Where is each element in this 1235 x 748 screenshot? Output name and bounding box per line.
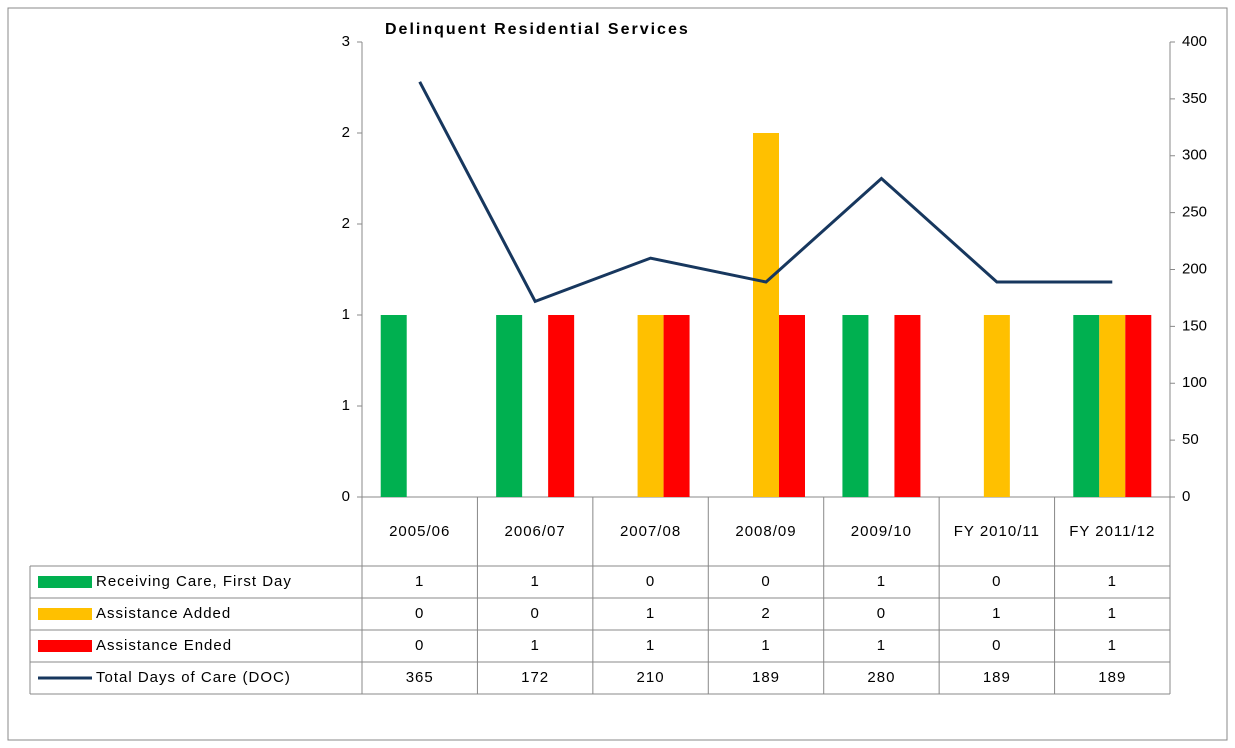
table-value: 189 <box>1098 669 1126 686</box>
x-tick-label: FY 2010/11 <box>953 522 1040 540</box>
x-tick-label-box: 2007/08 <box>619 522 682 540</box>
table-value: 0 <box>877 605 886 622</box>
bar <box>1125 315 1152 497</box>
table-value: 1 <box>877 637 886 654</box>
table-value: 189 <box>983 669 1011 686</box>
table-value: 0 <box>992 573 1001 590</box>
x-tick-label-box: FY 2010/11 <box>953 522 1040 540</box>
legend-label: Assistance Ended <box>96 637 232 654</box>
table-value: 172 <box>521 669 549 686</box>
table-value: 0 <box>530 605 539 622</box>
bar <box>779 315 805 497</box>
y2-tick-label: 400 <box>1182 33 1207 50</box>
y2-tick-label: 200 <box>1182 260 1207 277</box>
bar <box>637 315 664 497</box>
table-value: 1 <box>877 573 886 590</box>
x-tick-label-box: FY 2011/12 <box>1069 522 1156 540</box>
table-value: 1 <box>992 605 1001 622</box>
legend-label: Total Days of Care (DOC) <box>96 669 291 686</box>
table-value: 0 <box>415 605 424 622</box>
y-tick-label: 0 <box>342 488 350 505</box>
table-value: 1 <box>761 637 770 654</box>
bar <box>663 315 690 497</box>
x-tick-label: 2008/09 <box>735 522 797 540</box>
table-value: 1 <box>646 637 655 654</box>
table-value: 1 <box>1108 573 1117 590</box>
x-tick-label-box: 2006/07 <box>504 522 566 540</box>
y2-tick-label: 300 <box>1182 147 1207 164</box>
table-value: 1 <box>415 573 424 590</box>
bar <box>496 315 523 497</box>
bar <box>894 315 921 497</box>
y2-tick-label: 0 <box>1182 488 1190 505</box>
legend-key <box>38 640 92 652</box>
y2-tick-label: 350 <box>1182 90 1207 107</box>
bar <box>983 315 1010 497</box>
x-tick-label: 2009/10 <box>850 522 913 540</box>
x-tick-label-box: 2005/06 <box>389 522 451 540</box>
table-value: 1 <box>1108 605 1117 622</box>
bar <box>842 315 869 497</box>
table-value: 0 <box>415 637 424 654</box>
x-tick-label: FY 2011/12 <box>1069 522 1156 540</box>
legend-label: Receiving Care, First Day <box>96 573 292 590</box>
line-series <box>418 81 1113 304</box>
y-tick-label: 1 <box>342 397 350 414</box>
x-tick-label: 2006/07 <box>504 522 566 540</box>
table-value: 0 <box>646 573 655 590</box>
y2-tick-label: 150 <box>1182 317 1207 334</box>
x-tick-label-box: 2009/10 <box>850 522 913 540</box>
x-tick-label: 2007/08 <box>619 522 682 540</box>
legend-key <box>38 608 92 620</box>
table-value: 280 <box>867 669 895 686</box>
bar <box>753 133 779 497</box>
y2-tick-label: 50 <box>1182 431 1199 448</box>
table-value: 1 <box>646 605 655 622</box>
chart-border <box>7 7 1228 741</box>
y2-tick-label: 100 <box>1182 374 1207 391</box>
table-value: 189 <box>752 669 780 686</box>
y-tick-label: 3 <box>342 33 350 50</box>
bar <box>548 315 575 497</box>
table-value: 1 <box>530 573 539 590</box>
legend-label: Assistance Added <box>96 605 231 622</box>
table-value: 0 <box>992 637 1001 654</box>
bar <box>1099 315 1126 497</box>
x-tick-label-box: 2008/09 <box>735 522 797 540</box>
table-value: 0 <box>761 573 770 590</box>
y-tick-label: 1 <box>342 306 350 323</box>
x-tick-label: 2005/06 <box>389 522 451 540</box>
table-value: 210 <box>637 669 665 686</box>
table-value: 1 <box>530 637 539 654</box>
legend-key <box>38 576 92 588</box>
y2-tick-label: 250 <box>1182 204 1207 221</box>
y-tick-label: 2 <box>342 215 350 232</box>
bar <box>1073 315 1100 497</box>
table-value: 2 <box>761 605 770 622</box>
bar <box>380 315 407 497</box>
table-value: 1 <box>1108 637 1117 654</box>
y-tick-label: 2 <box>342 124 350 141</box>
chart-title: Delinquent Residential Services <box>385 21 690 38</box>
table-value: 365 <box>406 669 434 686</box>
